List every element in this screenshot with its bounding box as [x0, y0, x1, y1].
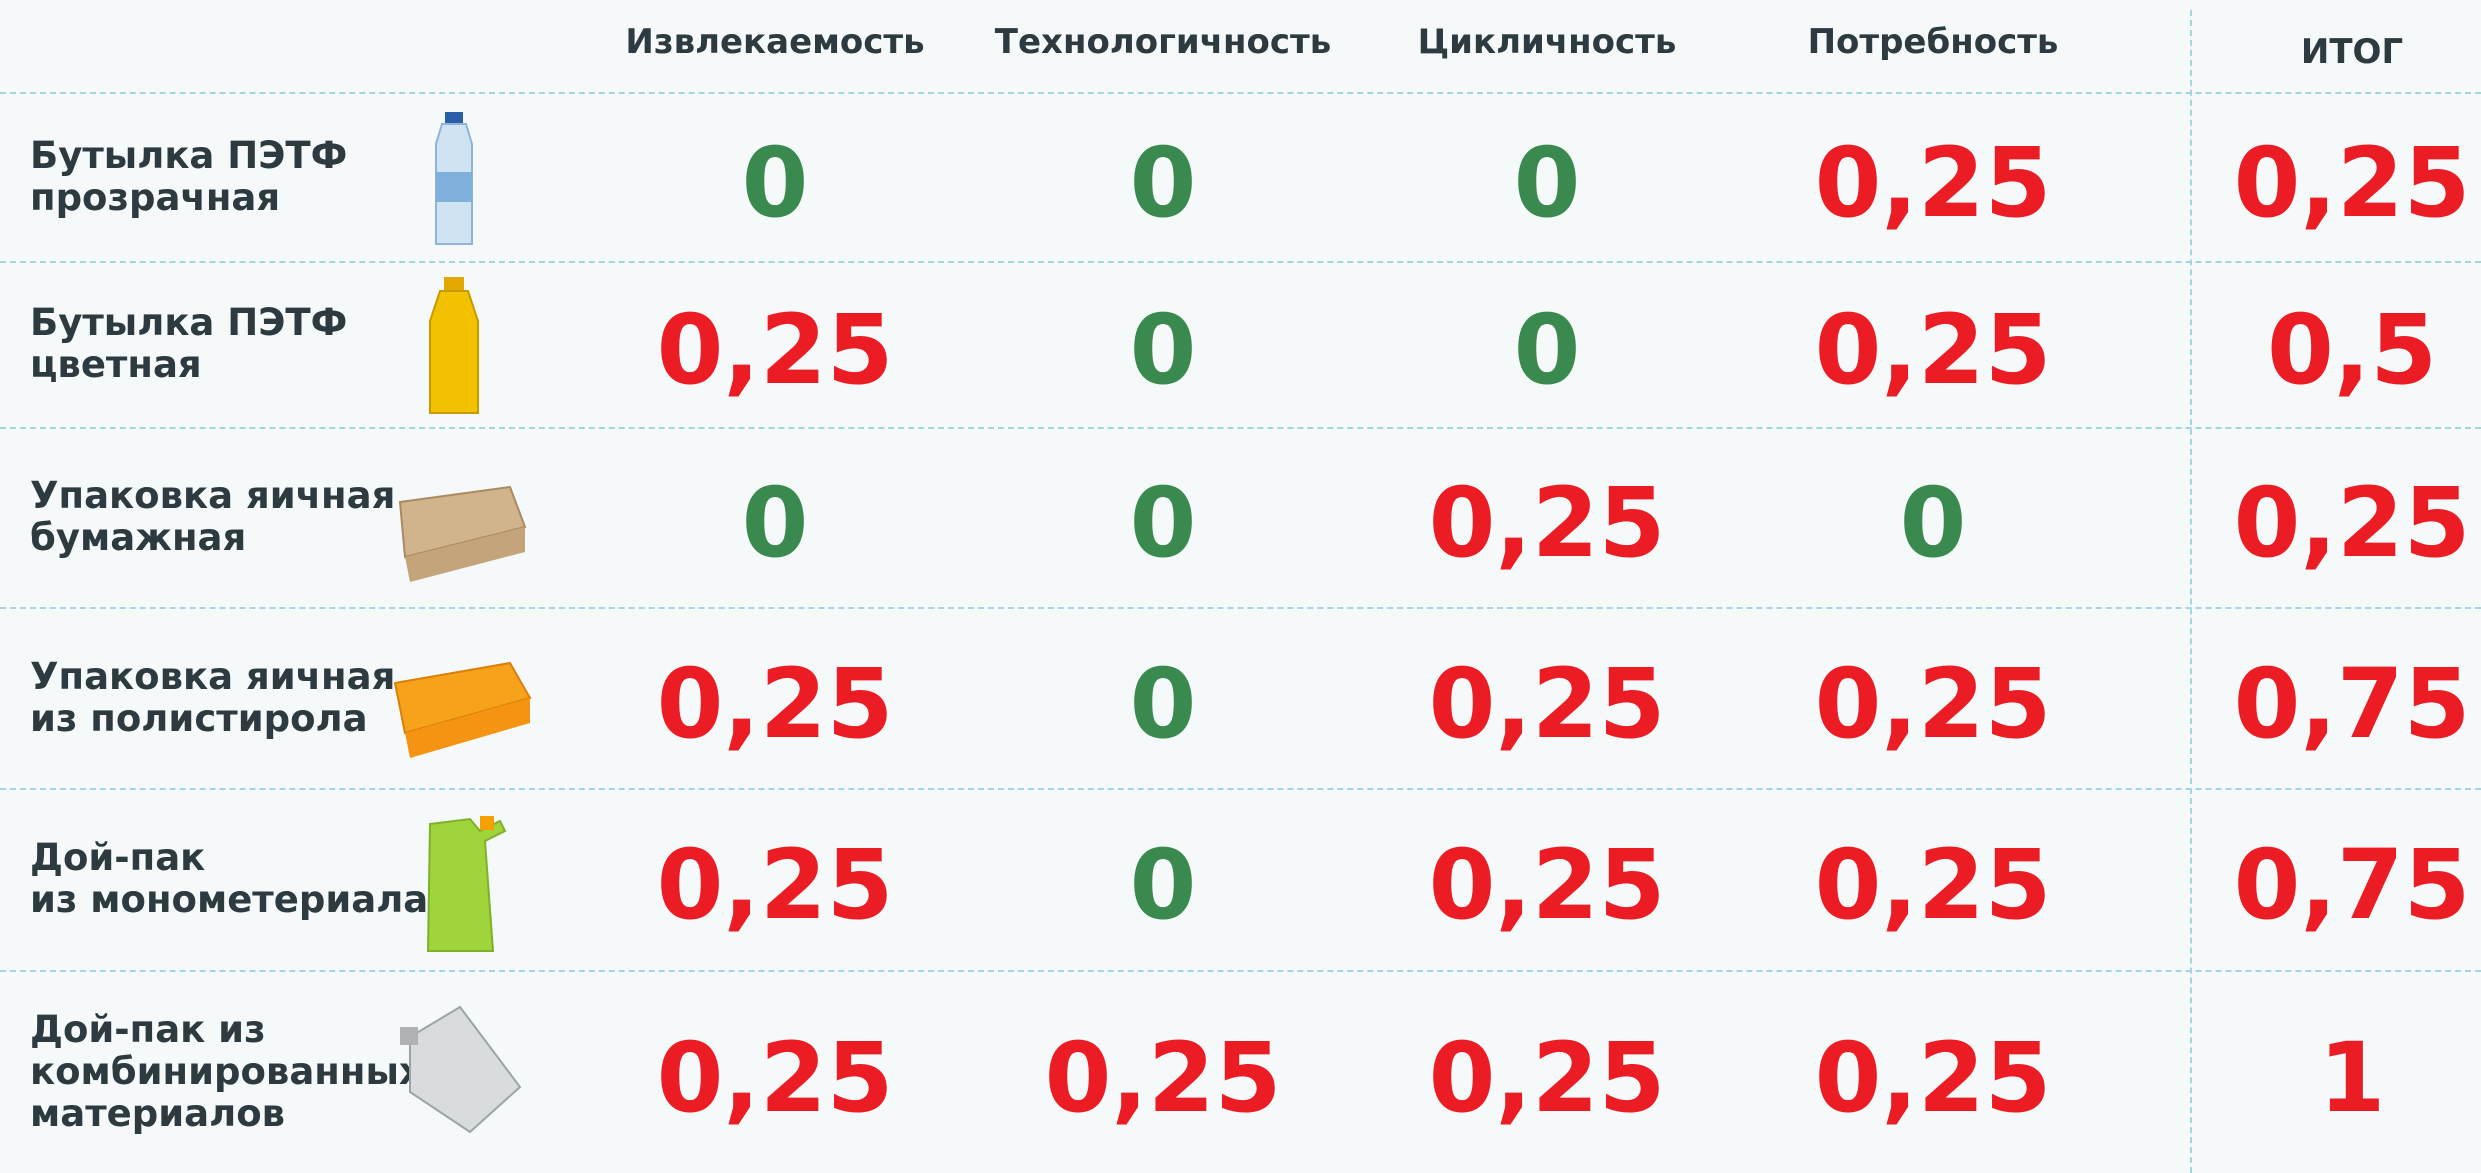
score: 0,5: [2267, 294, 2437, 406]
divider: [2190, 10, 2192, 1173]
row-divider: [0, 788, 2481, 790]
column-header: Технологичность: [995, 22, 1331, 62]
product-icon: [370, 997, 550, 1147]
score: 0: [742, 127, 809, 239]
score: 0: [1130, 648, 1197, 760]
score: 1: [2319, 1022, 2386, 1134]
score: 0: [1130, 294, 1197, 406]
score: 0,25: [1815, 648, 2052, 760]
score: 0,25: [1815, 127, 2052, 239]
score: 0,25: [2234, 127, 2471, 239]
row-label: Дой-пак из монометериала: [30, 837, 428, 921]
score: 0,25: [2234, 467, 2471, 579]
score: 0,75: [2234, 829, 2471, 941]
column-header: Цикличность: [1418, 22, 1677, 62]
product-icon: [370, 623, 550, 773]
score: 0,25: [1429, 1022, 1666, 1134]
row-label: Упаковка яичная бумажная: [30, 475, 395, 559]
score: 0,25: [657, 1022, 894, 1134]
score: 0,25: [1429, 648, 1666, 760]
score: 0,25: [657, 829, 894, 941]
column-header: ИТОГ: [2301, 32, 2403, 72]
score: 0,25: [1429, 467, 1666, 579]
score: 0: [1514, 294, 1581, 406]
product-icon: [370, 804, 550, 954]
score: 0: [1900, 467, 1967, 579]
row-divider: [0, 970, 2481, 972]
row-divider: [0, 607, 2481, 609]
column-header: Извлекаемость: [625, 22, 924, 62]
page: Извлекаемость Технологичность Цикличность П…: [0, 0, 2481, 1173]
score: 0,25: [657, 648, 894, 760]
score: 0: [1130, 127, 1197, 239]
score: 0,25: [1815, 294, 2052, 406]
product-icon: [370, 102, 550, 252]
score: 0,25: [657, 294, 894, 406]
score: 0: [1130, 829, 1197, 941]
score: 0,25: [1815, 829, 2052, 941]
score: 0: [1514, 127, 1581, 239]
score: 0: [742, 467, 809, 579]
row-divider: [0, 427, 2481, 429]
row-divider: [0, 92, 2481, 94]
column-header: Потребность: [1808, 22, 2059, 62]
product-icon: [370, 442, 550, 592]
row-label: Упаковка яичная из полистирола: [30, 656, 395, 740]
score: 0,25: [1045, 1022, 1282, 1134]
row-label: Дой-пак из комбинированных материалов: [30, 1009, 423, 1135]
score: 0,25: [1429, 829, 1666, 941]
score: 0,25: [1815, 1022, 2052, 1134]
row-label: Бутылка ПЭТФ цветная: [30, 302, 347, 386]
score: 0: [1130, 467, 1197, 579]
row-label: Бутылка ПЭТФ прозрачная: [30, 135, 347, 219]
product-icon: [370, 269, 550, 419]
row-divider: [0, 261, 2481, 263]
score: 0,75: [2234, 648, 2471, 760]
